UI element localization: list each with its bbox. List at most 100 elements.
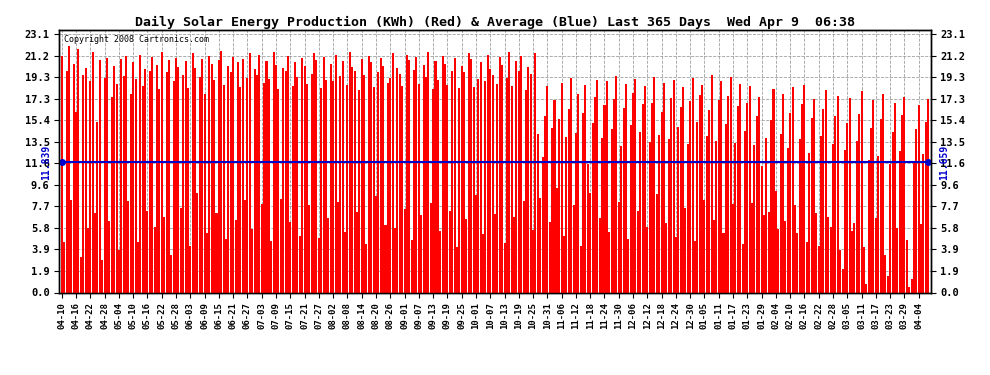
Bar: [765, 138, 767, 292]
Bar: [770, 120, 772, 292]
Bar: [260, 204, 262, 292]
Bar: [923, 154, 925, 292]
Bar: [65, 71, 67, 292]
Bar: [163, 216, 165, 292]
Text: 11.839: 11.839: [41, 145, 50, 180]
Bar: [394, 228, 396, 292]
Bar: [568, 109, 570, 292]
Bar: [830, 226, 832, 292]
Bar: [175, 58, 177, 292]
Bar: [446, 85, 448, 292]
Bar: [335, 55, 337, 292]
Bar: [475, 195, 477, 292]
Bar: [640, 132, 642, 292]
Bar: [682, 87, 684, 292]
Bar: [304, 66, 306, 292]
Bar: [494, 214, 496, 292]
Bar: [111, 97, 113, 292]
Bar: [872, 100, 874, 292]
Bar: [406, 55, 408, 292]
Bar: [523, 201, 525, 292]
Bar: [306, 84, 308, 292]
Bar: [711, 75, 713, 292]
Bar: [320, 88, 323, 292]
Bar: [411, 240, 413, 292]
Bar: [655, 194, 658, 292]
Bar: [151, 57, 153, 292]
Bar: [118, 250, 120, 292]
Bar: [658, 135, 660, 292]
Bar: [377, 72, 379, 292]
Bar: [665, 223, 667, 292]
Bar: [318, 238, 320, 292]
Bar: [370, 62, 372, 292]
Bar: [492, 75, 494, 292]
Bar: [620, 146, 622, 292]
Bar: [489, 69, 491, 292]
Bar: [101, 260, 103, 292]
Bar: [618, 202, 620, 292]
Bar: [730, 77, 732, 292]
Bar: [199, 77, 201, 292]
Text: 11.659: 11.659: [940, 145, 949, 180]
Bar: [137, 242, 139, 292]
Bar: [265, 61, 267, 292]
Bar: [194, 68, 196, 292]
Bar: [235, 220, 237, 292]
Bar: [248, 54, 250, 292]
Bar: [60, 56, 62, 292]
Bar: [746, 103, 748, 292]
Bar: [708, 110, 710, 292]
Bar: [616, 76, 618, 292]
Bar: [740, 84, 742, 292]
Bar: [920, 224, 922, 292]
Bar: [389, 78, 391, 292]
Bar: [760, 166, 762, 292]
Bar: [387, 82, 389, 292]
Bar: [818, 246, 820, 292]
Bar: [211, 63, 213, 292]
Bar: [544, 116, 546, 292]
Bar: [511, 86, 513, 292]
Bar: [404, 209, 406, 292]
Bar: [99, 60, 101, 292]
Bar: [894, 103, 896, 292]
Bar: [670, 98, 672, 292]
Bar: [284, 71, 286, 292]
Bar: [667, 140, 670, 292]
Bar: [596, 80, 598, 292]
Bar: [763, 215, 765, 292]
Bar: [437, 80, 439, 292]
Bar: [604, 105, 606, 292]
Bar: [843, 150, 845, 292]
Bar: [311, 74, 313, 292]
Bar: [444, 63, 446, 292]
Bar: [813, 99, 815, 292]
Bar: [240, 87, 242, 292]
Bar: [204, 94, 206, 292]
Bar: [520, 56, 522, 292]
Bar: [694, 241, 696, 292]
Title: Daily Solar Energy Production (KWh) (Red) & Average (Blue) Last 365 Days  Wed Ap: Daily Solar Energy Production (KWh) (Red…: [135, 16, 855, 29]
Bar: [272, 53, 274, 292]
Bar: [125, 56, 127, 292]
Bar: [525, 90, 527, 292]
Bar: [684, 208, 686, 292]
Bar: [853, 223, 855, 292]
Bar: [180, 208, 182, 292]
Bar: [420, 215, 422, 292]
Bar: [648, 142, 650, 292]
Bar: [540, 198, 542, 292]
Bar: [123, 76, 125, 292]
Bar: [680, 107, 682, 292]
Bar: [368, 56, 370, 292]
Bar: [337, 202, 339, 292]
Bar: [518, 71, 520, 292]
Bar: [801, 104, 803, 292]
Bar: [644, 86, 645, 292]
Bar: [701, 85, 703, 292]
Bar: [732, 204, 734, 292]
Bar: [251, 229, 253, 292]
Bar: [342, 61, 344, 292]
Bar: [918, 105, 920, 292]
